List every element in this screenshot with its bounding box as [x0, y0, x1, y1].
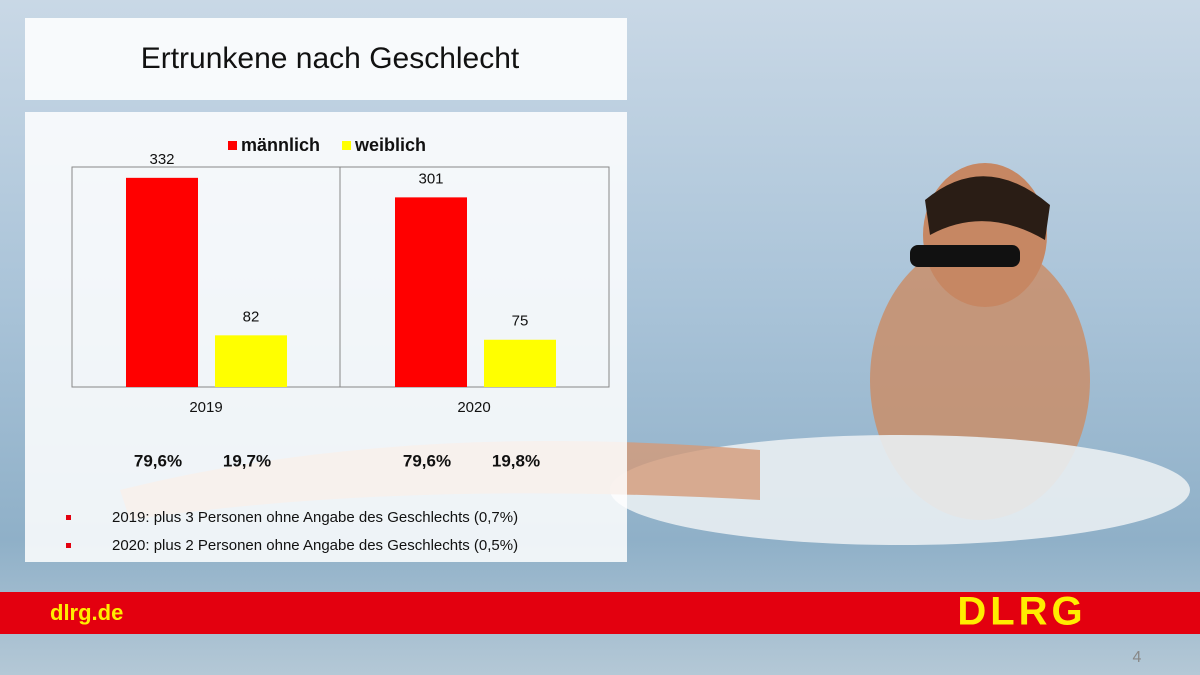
- photo-hair: [925, 176, 1050, 240]
- logo: DLRG: [957, 590, 1086, 634]
- legend-swatch: [228, 141, 237, 150]
- share-label: 79,6%: [403, 451, 451, 470]
- x-tick-label: 2020: [457, 399, 490, 416]
- legend-label: weiblich: [354, 135, 426, 155]
- note: 2019: plus 3 Personen ohne Angabe des Ge…: [112, 509, 518, 526]
- value-label: 301: [418, 170, 443, 187]
- legend-swatch: [342, 141, 352, 150]
- x-tick-label: 2019: [189, 399, 222, 416]
- plot-area: [71, 166, 610, 388]
- title-panel: [25, 18, 627, 100]
- share-label: 19,7%: [223, 451, 271, 470]
- value-label: 332: [149, 151, 174, 168]
- photo-glasses: [910, 245, 1020, 267]
- page-number: 4: [1133, 649, 1142, 666]
- bar: [126, 177, 198, 387]
- share-label: 19,8%: [492, 451, 540, 470]
- legend-label: männlich: [241, 135, 320, 155]
- chart-panel: [25, 112, 627, 562]
- bullet: [66, 515, 71, 520]
- bar: [484, 339, 556, 387]
- footer-url: dlrg.de: [50, 600, 123, 625]
- footer-band: [0, 592, 1200, 634]
- note: 2020: plus 2 Personen ohne Angabe des Ge…: [112, 537, 518, 554]
- bullet: [66, 543, 71, 548]
- value-label: 75: [512, 313, 529, 330]
- chart-title: Ertrunkene nach Geschlecht: [141, 42, 520, 75]
- bar: [215, 335, 287, 387]
- share-label: 79,6%: [134, 451, 182, 470]
- value-label: 82: [243, 308, 260, 325]
- bar: [395, 197, 467, 387]
